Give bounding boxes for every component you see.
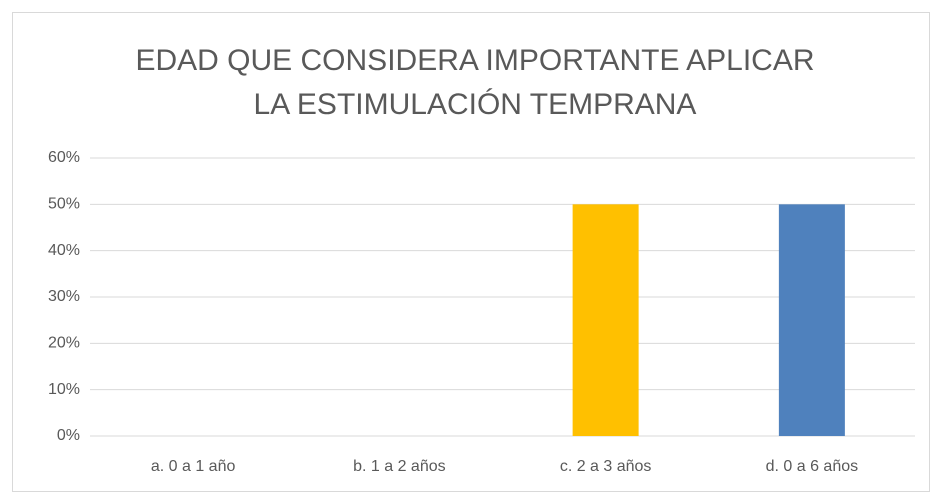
- y-tick-label: 60%: [48, 149, 80, 166]
- x-tick-label: a. 0 a 1 año: [151, 458, 236, 475]
- y-tick-label: 0%: [57, 427, 80, 444]
- bar: [778, 204, 845, 436]
- x-tick-label: b. 1 a 2 años: [353, 458, 446, 475]
- chart-border: [12, 12, 930, 492]
- y-tick-label: 10%: [48, 381, 80, 398]
- y-tick-label: 40%: [48, 242, 80, 259]
- x-tick-label: d. 0 a 6 años: [766, 458, 859, 475]
- x-tick-label: c. 2 a 3 años: [560, 458, 652, 475]
- chart-title: LA ESTIMULACIÓN TEMPRANA: [254, 88, 697, 121]
- y-tick-label: 20%: [48, 335, 80, 352]
- y-tick-label: 50%: [48, 196, 80, 213]
- chart-title: EDAD QUE CONSIDERA IMPORTANTE APLICAR: [135, 44, 814, 77]
- bar: [572, 204, 639, 436]
- y-tick-label: 30%: [48, 288, 80, 305]
